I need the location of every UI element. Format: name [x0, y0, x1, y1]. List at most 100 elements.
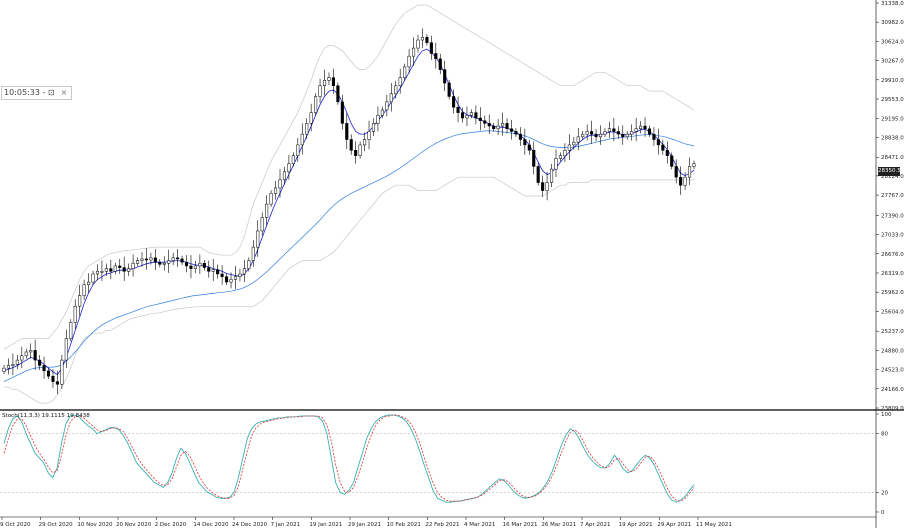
candle-body	[363, 139, 367, 146]
candle-body	[184, 261, 189, 267]
candle-body	[251, 246, 255, 261]
candle-body	[541, 182, 545, 191]
price-tick-label: 24880.0	[881, 348, 904, 354]
candle-body	[171, 257, 175, 261]
candle-body	[398, 77, 402, 86]
candle-body	[60, 359, 64, 385]
candle-body	[603, 131, 607, 135]
price-tick-label: 28471.0	[881, 155, 904, 161]
candle-body	[260, 217, 264, 232]
price-tick-label: 29910.0	[881, 78, 904, 84]
candle-body	[656, 139, 660, 146]
date-tick-label: 26 Mar 2021	[541, 522, 576, 528]
candle-body	[639, 125, 643, 130]
date-tick-label: 19 Apr 2021	[619, 522, 653, 528]
candle-body	[376, 115, 380, 124]
price-tick-label: 24523.0	[881, 368, 904, 374]
candle-body	[162, 262, 166, 265]
candle-body	[434, 53, 438, 60]
stochastic-signal-line	[3, 414, 695, 502]
candle-body	[581, 133, 585, 138]
candle-body	[51, 375, 55, 382]
price-tick-label: 25237.0	[881, 329, 904, 335]
candle-body	[661, 144, 665, 151]
candle-body	[594, 133, 598, 138]
candle-body	[465, 115, 469, 119]
candle-body	[625, 133, 629, 138]
candle-body	[429, 42, 433, 54]
candle-body	[549, 168, 554, 183]
candle-body	[509, 128, 514, 132]
candle-body	[532, 150, 536, 167]
candle-body	[327, 77, 331, 81]
candle-body	[211, 269, 215, 272]
candle-body	[460, 112, 465, 119]
stochastic-axis: 100 80 20 0	[876, 412, 892, 516]
candle-body	[127, 268, 131, 272]
bollinger-bands	[3, 4, 695, 404]
candle-body	[554, 158, 558, 170]
close-icon[interactable]: ×	[60, 88, 68, 97]
stochastic-main-line	[3, 414, 695, 503]
candle-body	[104, 268, 108, 272]
price-tick-label: 28838.0	[881, 135, 904, 141]
candle-body	[278, 179, 282, 189]
candle-body	[153, 257, 157, 263]
price-tick-label: 30267.0	[881, 59, 904, 65]
candles	[2, 28, 696, 394]
candle-body	[24, 351, 28, 357]
candle-body	[42, 365, 46, 372]
candle-body	[612, 128, 616, 132]
candle-body	[69, 322, 73, 339]
bollinger-upper-line	[3, 4, 695, 350]
time-label-box[interactable]: 10:05:33 - ⊡ ×	[1, 86, 73, 100]
candle-body	[670, 155, 674, 167]
candle-body	[273, 187, 278, 194]
candle-body	[29, 350, 33, 353]
candle-body	[300, 133, 304, 146]
candle-body	[505, 123, 509, 130]
price-tick-label: 30982.0	[881, 20, 904, 26]
candle-body	[282, 171, 287, 181]
candle-body	[87, 281, 91, 286]
candle-body	[545, 182, 549, 191]
price-tick-label: 30624.0	[881, 39, 904, 45]
candle-body	[447, 82, 451, 97]
candle-body	[358, 144, 362, 156]
candle-body	[394, 85, 398, 95]
candle-body	[305, 123, 309, 135]
date-tick-label: 7 Apr 2021	[580, 522, 611, 528]
candle-body	[523, 139, 527, 146]
candle-body	[331, 77, 335, 86]
candle-body	[607, 128, 611, 132]
date-tick-label: 29 Jan 2021	[348, 522, 381, 528]
candle-body	[687, 166, 692, 178]
candle-body	[407, 55, 411, 68]
candle-body	[198, 262, 202, 267]
candle-body	[193, 265, 197, 269]
candle-body	[2, 367, 6, 372]
candle-body	[558, 155, 563, 159]
candle-body	[634, 128, 638, 132]
candle-body	[501, 123, 505, 127]
candle-body	[469, 112, 473, 116]
date-tick-label: 2 Dec 2020	[155, 522, 187, 528]
candle-body	[78, 295, 82, 307]
date-tick-label: 10 Nov 2020	[77, 522, 113, 528]
candle-body	[73, 306, 77, 323]
candle-body	[674, 166, 678, 178]
candle-body	[403, 66, 407, 78]
stochastic-lines	[3, 414, 695, 503]
candle-body	[345, 123, 349, 140]
price-tick-label: 24166.0	[881, 387, 904, 393]
candle-body	[38, 359, 42, 366]
candle-body	[95, 271, 100, 275]
candle-body	[144, 258, 149, 261]
candle-body	[527, 144, 531, 151]
candle-body	[340, 101, 344, 124]
price-axis: 31338.0 30982.0 30624.0 30267.0 29910.0 29553…	[876, 1, 904, 412]
candle-body	[265, 203, 269, 218]
candle-body	[389, 93, 393, 103]
candle-body	[158, 261, 162, 265]
